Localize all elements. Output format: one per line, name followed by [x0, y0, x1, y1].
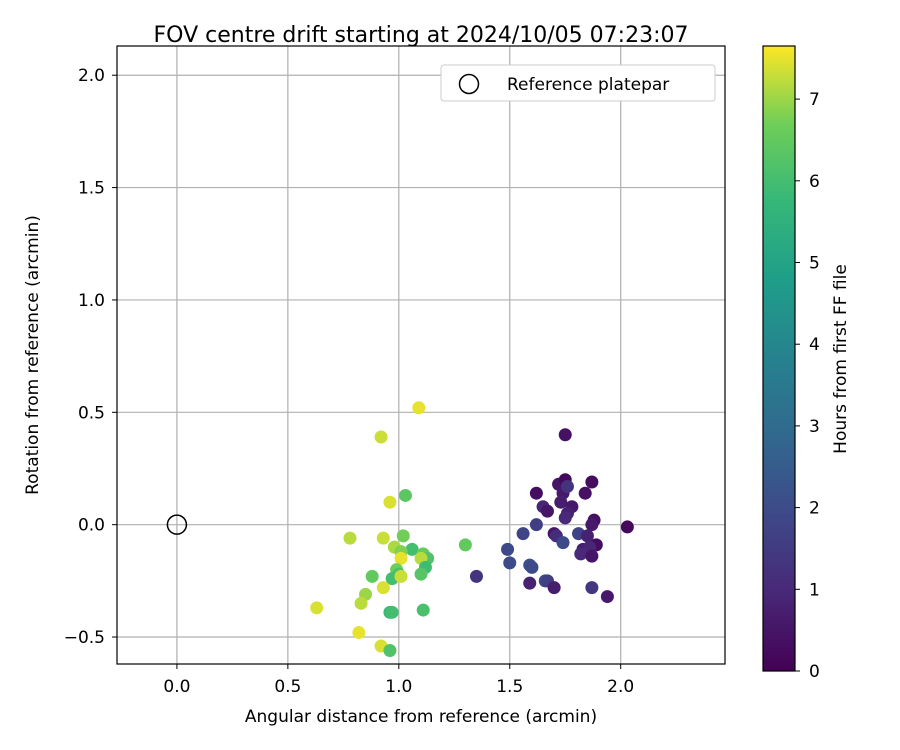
data-point	[558, 428, 572, 442]
data-point	[414, 567, 428, 581]
data-point	[343, 531, 357, 545]
plot-frame	[116, 45, 726, 665]
legend-open-circle-icon	[458, 73, 480, 95]
reference-platepar-marker	[166, 514, 188, 535]
data-point	[412, 401, 426, 415]
y-axis: −0.5 0.0 0.5 1.0 1.5 2.0	[64, 66, 117, 648]
data-point	[385, 605, 399, 619]
x-tick-label: 0.0	[163, 677, 190, 697]
colorbar-tick-label: 2	[809, 499, 820, 519]
data-point	[354, 596, 368, 610]
data-point	[585, 518, 599, 532]
y-tick-label: 0.5	[78, 403, 105, 423]
x-tick-label: 0.5	[274, 677, 301, 697]
legend-label: Reference platepar	[507, 75, 669, 95]
data-point	[396, 529, 410, 543]
data-point	[394, 551, 408, 565]
data-point	[547, 581, 561, 595]
data-point	[376, 531, 390, 545]
chart-title: FOV centre drift starting at 2024/10/05 …	[154, 23, 689, 48]
data-point	[525, 560, 539, 574]
x-axis-label: Angular distance from reference (arcmin)	[245, 707, 597, 727]
legend: Reference platepar	[440, 64, 716, 102]
data-point	[574, 547, 588, 561]
data-point	[374, 430, 388, 444]
data-point	[383, 495, 397, 509]
x-axis: 0.0 0.5 1.0 1.5 2.0	[163, 664, 634, 697]
x-tick-label: 1.5	[496, 677, 523, 697]
y-tick-label: −0.5	[64, 628, 105, 648]
data-point	[560, 479, 574, 493]
data-point	[556, 536, 570, 550]
data-point	[398, 488, 412, 502]
y-tick-label: 2.0	[78, 66, 105, 86]
data-point	[405, 542, 419, 556]
data-point	[416, 603, 430, 617]
grid	[117, 46, 725, 664]
colorbar: 0 1 2 3 4 5 6 7 Hours from first FF file	[762, 45, 851, 682]
data-point	[540, 504, 554, 518]
data-point	[310, 601, 324, 615]
data-point	[516, 527, 530, 541]
data-point	[469, 569, 483, 583]
x-tick-label: 2.0	[607, 677, 634, 697]
data-points	[310, 401, 634, 658]
y-tick-label: 1.0	[78, 291, 105, 311]
data-point	[501, 542, 515, 556]
colorbar-label: Hours from first FF file	[831, 264, 851, 454]
y-axis-label: Rotation from reference (arcmin)	[23, 215, 43, 495]
data-point	[458, 538, 472, 552]
data-point	[585, 475, 599, 489]
x-tick-label: 1.0	[385, 677, 412, 697]
colorbar-tick-label: 6	[809, 172, 820, 192]
y-tick-label: 0.0	[78, 516, 105, 536]
colorbar-tick-label: 1	[809, 580, 820, 600]
colorbar-tick-label: 5	[809, 254, 820, 274]
data-point	[620, 520, 634, 534]
data-point	[580, 529, 594, 543]
data-point	[585, 581, 599, 595]
colorbar-tick-label: 3	[809, 417, 820, 437]
data-point	[585, 549, 599, 563]
colorbar-tick-label: 0	[809, 662, 820, 682]
data-point	[529, 486, 543, 500]
colorbar-tick-label: 7	[809, 90, 820, 110]
data-point	[578, 486, 592, 500]
colorbar-gradient	[762, 45, 796, 672]
colorbar-ticks: 0 1 2 3 4 5 6 7	[795, 90, 820, 682]
data-point	[600, 590, 614, 604]
data-point	[529, 518, 543, 532]
data-point	[554, 495, 568, 509]
data-point	[376, 581, 390, 595]
data-point	[523, 576, 537, 590]
data-point	[558, 511, 572, 525]
data-point	[352, 626, 366, 640]
legend-box	[440, 64, 716, 102]
data-point	[383, 644, 397, 658]
data-point	[503, 556, 517, 570]
y-tick-label: 1.5	[78, 179, 105, 199]
colorbar-tick-label: 4	[809, 335, 820, 355]
data-point	[365, 569, 379, 583]
data-point	[394, 569, 408, 583]
